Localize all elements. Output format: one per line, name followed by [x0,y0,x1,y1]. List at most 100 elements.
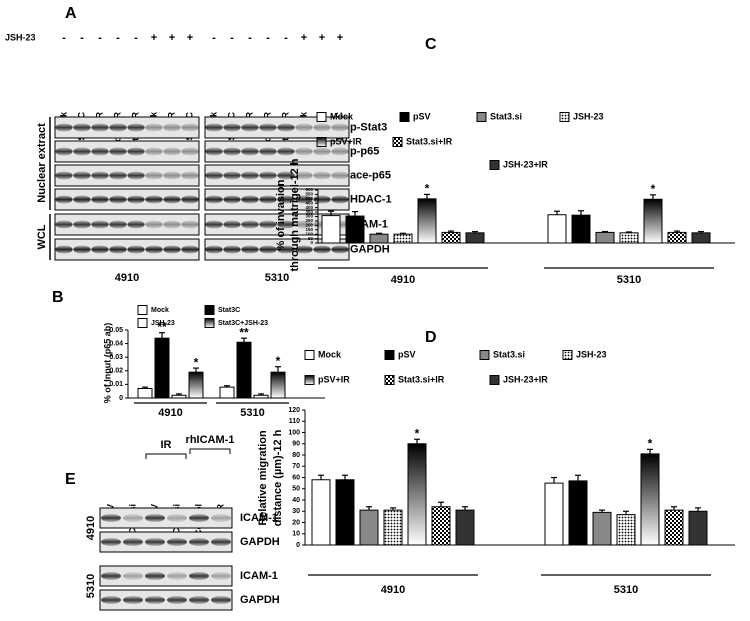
blot-band [91,245,109,254]
bar [236,341,252,399]
treatment-sign: - [248,32,252,44]
blot-band [223,123,241,132]
treatment-sign: - [212,32,216,44]
blot-band [277,220,295,229]
blot-band [259,123,277,132]
blot-band [163,147,181,156]
blot-membrane [204,116,350,139]
blot-band [55,220,73,229]
blot-band [313,123,331,132]
blot-band [127,245,145,254]
bar [571,214,591,244]
blot-band [259,220,277,229]
blot-band [211,596,231,604]
row-label: GAPDH [240,594,280,606]
bar [455,509,475,546]
blot-band [277,245,295,254]
blot-band [259,171,277,180]
blot-band [181,245,199,254]
legend-label: Stat3.si [493,349,525,359]
legend-swatch [562,350,573,360]
bar [441,231,461,244]
blot-band [127,195,145,204]
blot-band [91,195,109,204]
blot-band [109,245,127,254]
blot-band [145,538,165,546]
legend-swatch [489,375,500,385]
blot-band [167,538,187,546]
blot-band [181,195,199,204]
x-tick-label: 5310 [614,584,638,596]
bar [369,233,389,244]
blot-band [295,220,313,229]
bar [688,510,708,546]
blot-band [127,147,145,156]
blot-band [109,220,127,229]
legend-swatch [399,112,410,122]
blot-band [223,220,241,229]
blot-band [73,220,91,229]
treatment-sign: + [169,32,175,44]
blot-membrane [204,238,350,261]
blot-band [167,572,187,580]
bar [253,394,269,399]
bracket-label: IR [161,439,172,451]
bar [321,215,341,244]
legend-label: Stat3C [218,307,240,314]
cell-line-label: 4910 [85,516,97,540]
legend-label: JSH-23 [573,111,604,121]
y-tick-label: 60 [292,474,300,481]
blot-band [145,171,163,180]
bar [137,387,153,399]
bar [664,509,684,546]
blot-band [295,245,313,254]
blot-band [109,123,127,132]
y-tick-label: 110 [289,418,300,425]
group-label: WCL [36,224,48,249]
legend-swatch [476,112,487,122]
blot-band [163,220,181,229]
bar [171,394,187,399]
blot-band [189,596,209,604]
row-label: GAPDH [350,243,390,255]
y-axis-label: % of invasion [275,179,287,250]
blot-band [91,171,109,180]
blot-band [241,220,259,229]
blot-band [205,171,223,180]
bar [219,386,235,399]
row-label: GAPDH [240,536,280,548]
blot-band [145,220,163,229]
blot-band [109,147,127,156]
y-tick-label: 100 [288,429,300,436]
legend-label: pSV [398,349,416,359]
blot-band [73,123,91,132]
bar [270,371,286,399]
blot-membrane [54,164,200,187]
legend-swatch [204,305,215,315]
treatment-sign: - [98,32,102,44]
blot-band [145,572,165,580]
blot-band [145,596,165,604]
treatment-sign: + [187,32,193,44]
bracket-label: rhICAM-1 [186,434,235,446]
blot-band [163,245,181,254]
lane-label: IR [94,111,104,121]
treatment-sign: - [230,32,234,44]
blot-band [167,514,187,522]
blot-band [145,123,163,132]
blot-band [211,514,231,522]
blot-membrane [99,565,233,587]
y-tick-label: 50 [308,236,314,241]
blot-band [189,572,209,580]
blot-band [101,538,121,546]
cell-line-label: 5310 [265,272,289,284]
bar [544,482,564,546]
blot-membrane [54,140,200,163]
panel-letter: D [425,329,437,346]
y-tick-label: 0.03 [109,354,123,361]
panel-letter: C [425,36,437,53]
blot-band [223,195,241,204]
blot-band [223,147,241,156]
y-tick-label: 50 [292,486,300,493]
blot-band [331,147,349,156]
